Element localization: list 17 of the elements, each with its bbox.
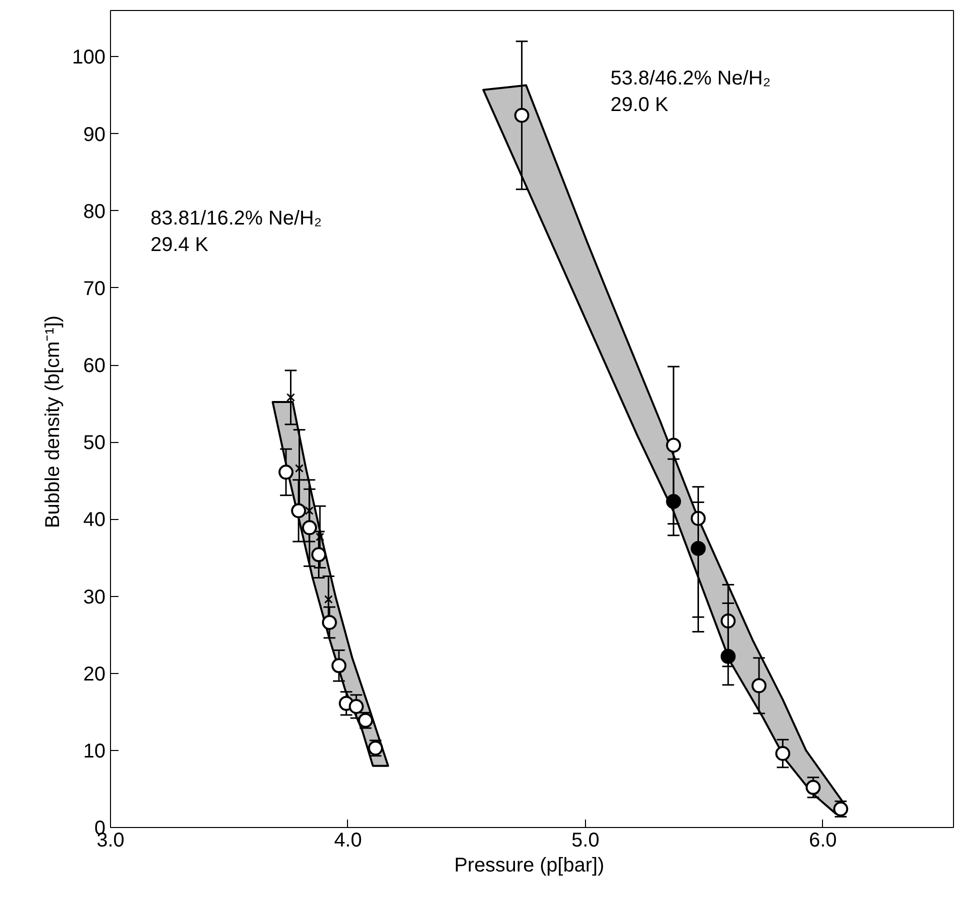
y-axis-title: Bubble density (b[cm⁻¹]): [42, 315, 64, 528]
annotation: 53.8/46.2% Ne/H₂ 29.0 K: [610, 68, 771, 116]
y-tick-label: 20: [83, 663, 106, 686]
y-tick-label: 80: [83, 200, 106, 223]
y-tick-label: 90: [83, 124, 106, 146]
x-tick-label: 4.0: [334, 830, 362, 852]
y-tick-label: 40: [83, 509, 106, 532]
annotation: 83.81/16.2% Ne/H₂ 29.4 K: [150, 208, 322, 256]
x-tick-label: 5.0: [572, 830, 600, 852]
y-tick-label: 10: [83, 740, 106, 762]
x-tick-label: 6.0: [808, 830, 837, 852]
y-tick-label: 30: [83, 586, 106, 608]
x-axis-title: Pressure (p[bar]): [454, 854, 604, 876]
y-tick-label: 70: [83, 278, 106, 300]
y-tick-label: 60: [83, 355, 106, 378]
y-tick-label: 50: [83, 432, 106, 454]
y-tick-label: 100: [72, 46, 106, 69]
